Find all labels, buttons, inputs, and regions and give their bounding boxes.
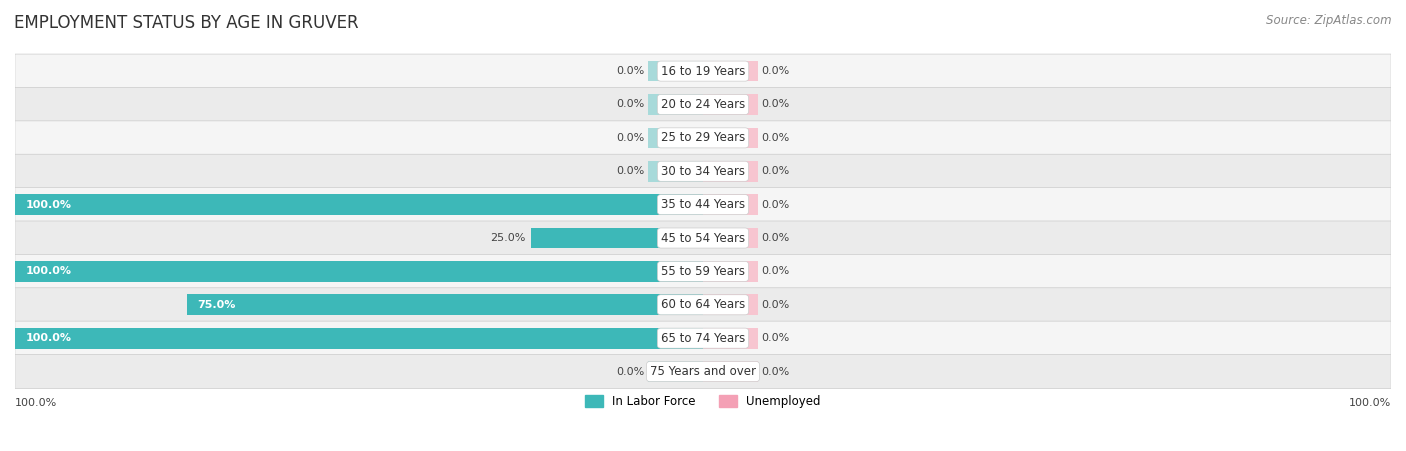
Bar <box>703 161 758 182</box>
Text: 0.0%: 0.0% <box>762 66 790 76</box>
Text: 75 Years and over: 75 Years and over <box>650 365 756 378</box>
Text: 0.0%: 0.0% <box>762 267 790 276</box>
Bar <box>703 128 758 148</box>
FancyBboxPatch shape <box>15 54 1391 88</box>
Legend: In Labor Force, Unemployed: In Labor Force, Unemployed <box>581 391 825 413</box>
Bar <box>703 61 758 82</box>
Bar <box>703 361 758 382</box>
FancyBboxPatch shape <box>15 87 1391 121</box>
Text: 55 to 59 Years: 55 to 59 Years <box>661 265 745 278</box>
Text: 0.0%: 0.0% <box>616 166 644 176</box>
Text: 65 to 74 Years: 65 to 74 Years <box>661 331 745 345</box>
Bar <box>703 194 758 215</box>
Bar <box>648 128 703 148</box>
Text: 60 to 64 Years: 60 to 64 Years <box>661 298 745 311</box>
Bar <box>15 194 703 215</box>
Text: 0.0%: 0.0% <box>762 166 790 176</box>
Text: 25 to 29 Years: 25 to 29 Years <box>661 131 745 144</box>
Bar <box>648 361 703 382</box>
Text: 100.0%: 100.0% <box>25 200 72 210</box>
Bar <box>703 295 758 315</box>
Text: Source: ZipAtlas.com: Source: ZipAtlas.com <box>1267 14 1392 27</box>
Text: 0.0%: 0.0% <box>762 333 790 343</box>
Text: 25.0%: 25.0% <box>491 233 526 243</box>
Text: 0.0%: 0.0% <box>616 66 644 76</box>
Bar <box>15 261 703 282</box>
Text: 0.0%: 0.0% <box>762 300 790 310</box>
Text: 0.0%: 0.0% <box>762 133 790 143</box>
Text: 0.0%: 0.0% <box>616 100 644 110</box>
Bar <box>531 228 703 249</box>
Bar <box>703 328 758 349</box>
Bar <box>648 94 703 115</box>
Bar <box>648 161 703 182</box>
Text: 0.0%: 0.0% <box>762 233 790 243</box>
Text: 20 to 24 Years: 20 to 24 Years <box>661 98 745 111</box>
Text: 0.0%: 0.0% <box>762 367 790 377</box>
Text: 0.0%: 0.0% <box>762 200 790 210</box>
Text: 0.0%: 0.0% <box>762 100 790 110</box>
FancyBboxPatch shape <box>15 254 1391 289</box>
Text: 30 to 34 Years: 30 to 34 Years <box>661 165 745 178</box>
Text: 100.0%: 100.0% <box>1348 398 1391 408</box>
FancyBboxPatch shape <box>15 354 1391 389</box>
Text: EMPLOYMENT STATUS BY AGE IN GRUVER: EMPLOYMENT STATUS BY AGE IN GRUVER <box>14 14 359 32</box>
Bar <box>703 228 758 249</box>
Text: 100.0%: 100.0% <box>25 267 72 276</box>
Bar <box>187 295 703 315</box>
Bar <box>703 94 758 115</box>
Bar <box>703 261 758 282</box>
Bar <box>648 61 703 82</box>
Text: 0.0%: 0.0% <box>616 133 644 143</box>
FancyBboxPatch shape <box>15 188 1391 221</box>
Text: 35 to 44 Years: 35 to 44 Years <box>661 198 745 211</box>
Text: 0.0%: 0.0% <box>616 367 644 377</box>
Bar <box>15 328 703 349</box>
Text: 100.0%: 100.0% <box>25 333 72 343</box>
FancyBboxPatch shape <box>15 321 1391 355</box>
FancyBboxPatch shape <box>15 288 1391 322</box>
FancyBboxPatch shape <box>15 121 1391 155</box>
Text: 16 to 19 Years: 16 to 19 Years <box>661 64 745 78</box>
Text: 45 to 54 Years: 45 to 54 Years <box>661 231 745 244</box>
Text: 75.0%: 75.0% <box>197 300 236 310</box>
FancyBboxPatch shape <box>15 221 1391 255</box>
FancyBboxPatch shape <box>15 154 1391 188</box>
Text: 100.0%: 100.0% <box>15 398 58 408</box>
